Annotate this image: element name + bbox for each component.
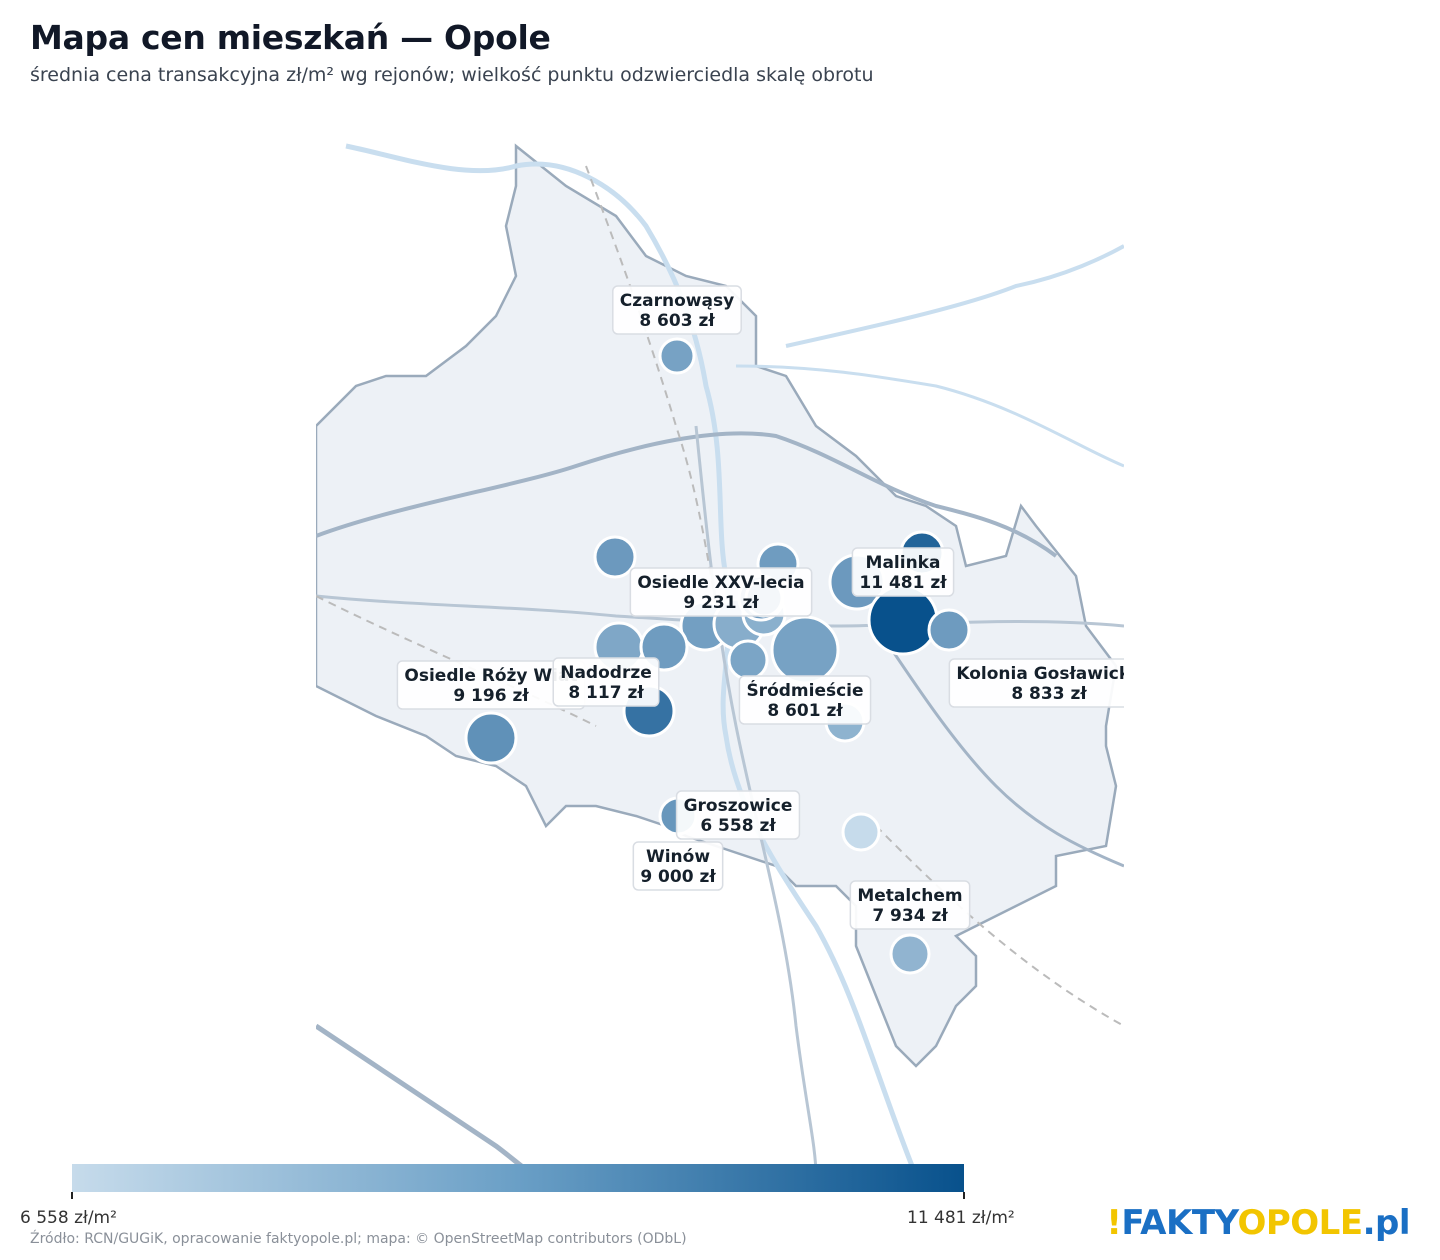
price-point[interactable] <box>464 711 518 765</box>
map-panel[interactable]: Czarnowąsy 8 603 zł Osiedle XXV-lecia 9 231… <box>316 126 1124 1176</box>
page-subtitle: średnia cena transakcyjna zł/m² wg rejon… <box>30 64 874 86</box>
price-point[interactable] <box>658 337 696 375</box>
mala-panew-river <box>785 244 1124 348</box>
district-name: Winów <box>646 847 710 867</box>
district-label-box <box>612 285 742 335</box>
logo-part-3: OPOLE <box>1237 1203 1363 1243</box>
district-label-box <box>675 790 801 840</box>
district-name: Śródmieście <box>746 679 863 701</box>
district-label-box <box>849 880 971 930</box>
district-price: 7 934 zł <box>872 906 948 926</box>
south-road <box>316 1023 538 1176</box>
district-price: 6 558 zł <box>700 816 776 836</box>
district-label-box <box>629 567 813 617</box>
price-point[interactable] <box>927 608 971 652</box>
price-point[interactable] <box>889 933 931 975</box>
colorbar-min-label: 6 558 zł/m² <box>20 1208 117 1228</box>
district-label-box <box>632 841 724 891</box>
oder-river <box>345 143 919 1176</box>
colorbar-max-label: 11 481 zł/m² <box>907 1208 1015 1228</box>
price-point[interactable] <box>770 615 840 685</box>
price-point[interactable] <box>841 812 881 852</box>
district-price: 9 231 zł <box>683 593 759 613</box>
faktyopole-logo[interactable]: !FAKTYOPOLE.pl <box>1106 1203 1410 1243</box>
district-label-box <box>948 658 1124 708</box>
district-name: Groszowice <box>684 796 793 816</box>
price-point[interactable] <box>593 535 637 579</box>
ring-road <box>316 431 1058 558</box>
district-label-box <box>552 657 660 707</box>
logo-part-2: FAKTY <box>1121 1203 1238 1243</box>
district-name: Kolonia Gosławicka <box>956 664 1124 684</box>
colorbar-min-tick <box>71 1192 73 1199</box>
district-price: 8 601 zł <box>767 701 843 721</box>
logo-part-4: .pl <box>1362 1203 1411 1243</box>
district-price: 9 000 zł <box>640 867 716 887</box>
district-price: 11 481 zł <box>859 573 947 593</box>
page-title: Mapa cen mieszkań — Opole <box>30 18 551 57</box>
price-point[interactable] <box>727 639 769 681</box>
source-note: Źródło: RCN/GUGiK, opracowanie faktyopol… <box>30 1231 687 1247</box>
logo-part-1: ! <box>1106 1203 1122 1243</box>
district-label-box <box>851 547 955 597</box>
side-river <box>735 364 1124 468</box>
district-price: 8 603 zł <box>639 311 715 331</box>
colorbar-gradient <box>72 1164 964 1192</box>
district-name: Czarnowąsy <box>620 291 734 311</box>
district-name: Metalchem <box>857 886 962 906</box>
district-name: Osiedle Róży Wiat <box>404 666 577 686</box>
district-name: Malinka <box>866 553 941 573</box>
district-price: 8 117 zł <box>568 683 644 703</box>
district-price: 9 196 zł <box>453 686 529 706</box>
railway <box>316 595 1124 1027</box>
colorbar-max-tick <box>963 1192 965 1199</box>
district-name: Nadodrze <box>560 663 652 683</box>
district-name: Osiedle XXV-lecia <box>637 573 804 593</box>
price-colorbar <box>72 1164 964 1192</box>
railway-north <box>585 165 717 607</box>
district-label-box <box>738 675 872 725</box>
district-price: 8 833 zł <box>1011 684 1087 704</box>
east-road <box>874 625 1124 868</box>
